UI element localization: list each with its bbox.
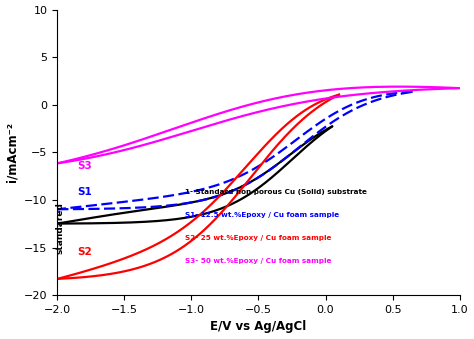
- X-axis label: E/V vs Ag/AgCl: E/V vs Ag/AgCl: [210, 320, 307, 334]
- Text: S2: S2: [77, 247, 92, 257]
- Text: S1- 12.5 wt.%Epoxy / Cu foam sample: S1- 12.5 wt.%Epoxy / Cu foam sample: [185, 212, 339, 218]
- Text: standared: standared: [55, 203, 64, 255]
- Text: S3- 50 wt.%Epoxy / Cu foam sample: S3- 50 wt.%Epoxy / Cu foam sample: [185, 258, 331, 264]
- Text: S1: S1: [77, 187, 92, 197]
- Text: 1- Standard non porous Cu (Solid) substrate: 1- Standard non porous Cu (Solid) substr…: [185, 190, 366, 195]
- Text: S3: S3: [77, 161, 92, 172]
- Y-axis label: i/mAcm⁻²: i/mAcm⁻²: [6, 122, 18, 182]
- Text: S2- 25 wt.%Epoxy / Cu foam sample: S2- 25 wt.%Epoxy / Cu foam sample: [185, 235, 331, 241]
